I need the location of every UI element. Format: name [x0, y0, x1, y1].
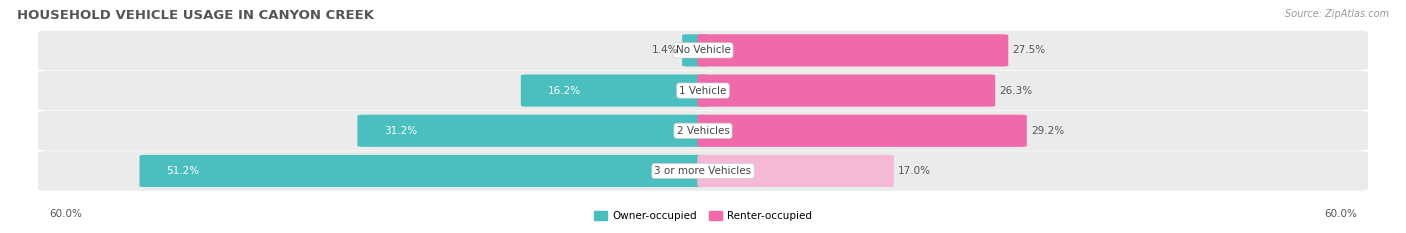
FancyBboxPatch shape — [520, 75, 709, 107]
FancyBboxPatch shape — [38, 151, 1368, 191]
FancyBboxPatch shape — [139, 155, 709, 187]
FancyBboxPatch shape — [697, 75, 995, 107]
Text: No Vehicle: No Vehicle — [675, 45, 731, 55]
Text: HOUSEHOLD VEHICLE USAGE IN CANYON CREEK: HOUSEHOLD VEHICLE USAGE IN CANYON CREEK — [17, 9, 374, 22]
FancyBboxPatch shape — [38, 31, 1368, 70]
FancyBboxPatch shape — [697, 34, 1008, 66]
Text: 31.2%: 31.2% — [384, 126, 418, 136]
FancyBboxPatch shape — [697, 115, 1026, 147]
FancyBboxPatch shape — [682, 34, 709, 66]
Text: 51.2%: 51.2% — [166, 166, 200, 176]
Text: 16.2%: 16.2% — [547, 86, 581, 96]
Text: 29.2%: 29.2% — [1031, 126, 1064, 136]
FancyBboxPatch shape — [357, 115, 709, 147]
FancyBboxPatch shape — [38, 111, 1368, 151]
Text: 1 Vehicle: 1 Vehicle — [679, 86, 727, 96]
Text: 3 or more Vehicles: 3 or more Vehicles — [654, 166, 752, 176]
Text: 26.3%: 26.3% — [1000, 86, 1032, 96]
Text: 60.0%: 60.0% — [1324, 209, 1357, 219]
FancyBboxPatch shape — [38, 71, 1368, 110]
Text: 2 Vehicles: 2 Vehicles — [676, 126, 730, 136]
Legend: Owner-occupied, Renter-occupied: Owner-occupied, Renter-occupied — [591, 207, 815, 226]
Text: 1.4%: 1.4% — [651, 45, 678, 55]
Text: 60.0%: 60.0% — [49, 209, 82, 219]
FancyBboxPatch shape — [697, 155, 894, 187]
Text: Source: ZipAtlas.com: Source: ZipAtlas.com — [1285, 9, 1389, 19]
Text: 17.0%: 17.0% — [898, 166, 931, 176]
Text: 27.5%: 27.5% — [1012, 45, 1046, 55]
